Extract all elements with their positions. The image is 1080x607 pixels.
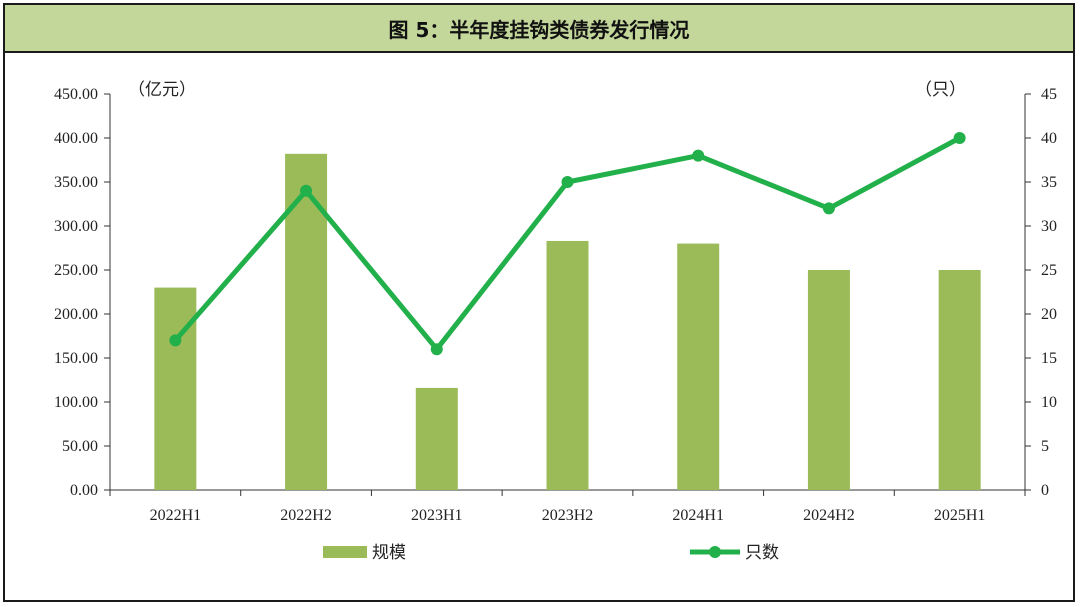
line-point-2024H1: [692, 149, 705, 162]
right-tick-label: 20: [1041, 306, 1057, 323]
left-tick-label: 400.00: [54, 130, 98, 147]
x-tick-label: 2024H1: [672, 507, 724, 524]
right-tick-label: 10: [1041, 394, 1057, 411]
bar-2023H2: [546, 240, 589, 490]
legend-line-marker: [709, 546, 721, 558]
left-tick-label: 450.00: [54, 86, 98, 103]
right-tick-label: 45: [1041, 86, 1057, 103]
left-tick-label: 100.00: [54, 394, 98, 411]
left-tick-label: 300.00: [54, 218, 98, 235]
left-tick-label: 50.00: [62, 438, 98, 455]
x-tick-label: 2024H2: [803, 507, 855, 524]
x-tick-label: 2023H1: [411, 507, 463, 524]
line-point-2022H2: [300, 184, 313, 197]
x-tick-label: 2022H2: [280, 507, 332, 524]
right-tick-label: 30: [1041, 218, 1057, 235]
x-tick-label: 2025H1: [934, 507, 986, 524]
left-tick-label: 0.00: [70, 482, 98, 499]
bar-2024H1: [677, 243, 720, 490]
title-bar: 图 5：半年度挂钩类债券发行情况: [5, 5, 1073, 53]
bar-2022H1: [154, 287, 197, 490]
chart-title: 图 5：半年度挂钩类债券发行情况: [388, 17, 690, 42]
line-point-2022H1: [169, 334, 182, 347]
bar-2024H2: [807, 270, 850, 490]
left-tick-label: 200.00: [54, 306, 98, 323]
right-tick-label: 0: [1041, 482, 1049, 499]
left-axis-unit-label: （亿元）: [128, 80, 196, 100]
bar-2023H1: [415, 387, 458, 490]
bar-2025H1: [938, 270, 981, 490]
left-tick-label: 250.00: [54, 262, 98, 279]
legend-line-label: 只数: [745, 543, 779, 563]
line-point-2024H2: [822, 202, 835, 215]
right-tick-label: 25: [1041, 262, 1057, 279]
line-point-2025H1: [953, 132, 966, 144]
x-tick-label: 2023H2: [542, 507, 594, 524]
right-axis-unit-label: （只）: [915, 80, 966, 100]
left-tick-label: 350.00: [54, 174, 98, 191]
right-tick-label: 35: [1041, 174, 1057, 191]
line-point-2023H1: [430, 343, 443, 356]
right-tick-label: 15: [1041, 350, 1057, 367]
right-tick-label: 5: [1041, 438, 1049, 455]
line-point-2023H2: [561, 176, 574, 188]
x-tick-label: 2022H1: [150, 507, 202, 524]
legend-bar-swatch: [323, 546, 367, 558]
left-tick-label: 150.00: [54, 350, 98, 367]
right-tick-label: 40: [1041, 130, 1057, 147]
legend-bar-label: 规模: [372, 543, 406, 563]
